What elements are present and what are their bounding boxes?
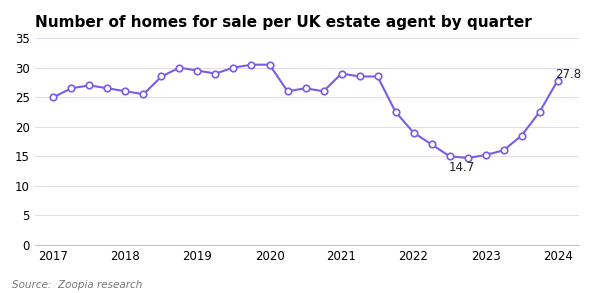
- Point: [337, 71, 346, 76]
- Point: [391, 110, 400, 114]
- Text: Source:  Zoopia research: Source: Zoopia research: [12, 280, 142, 290]
- Point: [139, 92, 148, 97]
- Point: [283, 89, 292, 93]
- Point: [499, 148, 508, 153]
- Point: [481, 153, 490, 157]
- Point: [85, 83, 94, 88]
- Point: [121, 89, 130, 93]
- Point: [355, 74, 364, 79]
- Point: [445, 154, 454, 159]
- Point: [103, 86, 112, 91]
- Point: [517, 133, 526, 138]
- Point: [463, 156, 472, 160]
- Point: [157, 74, 166, 79]
- Point: [193, 68, 202, 73]
- Point: [67, 86, 76, 91]
- Point: [409, 130, 418, 135]
- Point: [265, 62, 274, 67]
- Point: [229, 65, 238, 70]
- Point: [211, 71, 220, 76]
- Point: [319, 89, 328, 93]
- Point: [427, 142, 436, 147]
- Point: [373, 74, 382, 79]
- Point: [535, 110, 544, 114]
- Point: [553, 78, 562, 83]
- Point: [247, 62, 256, 67]
- Point: [175, 65, 184, 70]
- Point: [49, 95, 58, 100]
- Point: [301, 86, 310, 91]
- Text: 14.7: 14.7: [449, 161, 475, 174]
- Text: Number of homes for sale per UK estate agent by quarter: Number of homes for sale per UK estate a…: [35, 15, 532, 30]
- Text: 27.8: 27.8: [556, 68, 581, 81]
